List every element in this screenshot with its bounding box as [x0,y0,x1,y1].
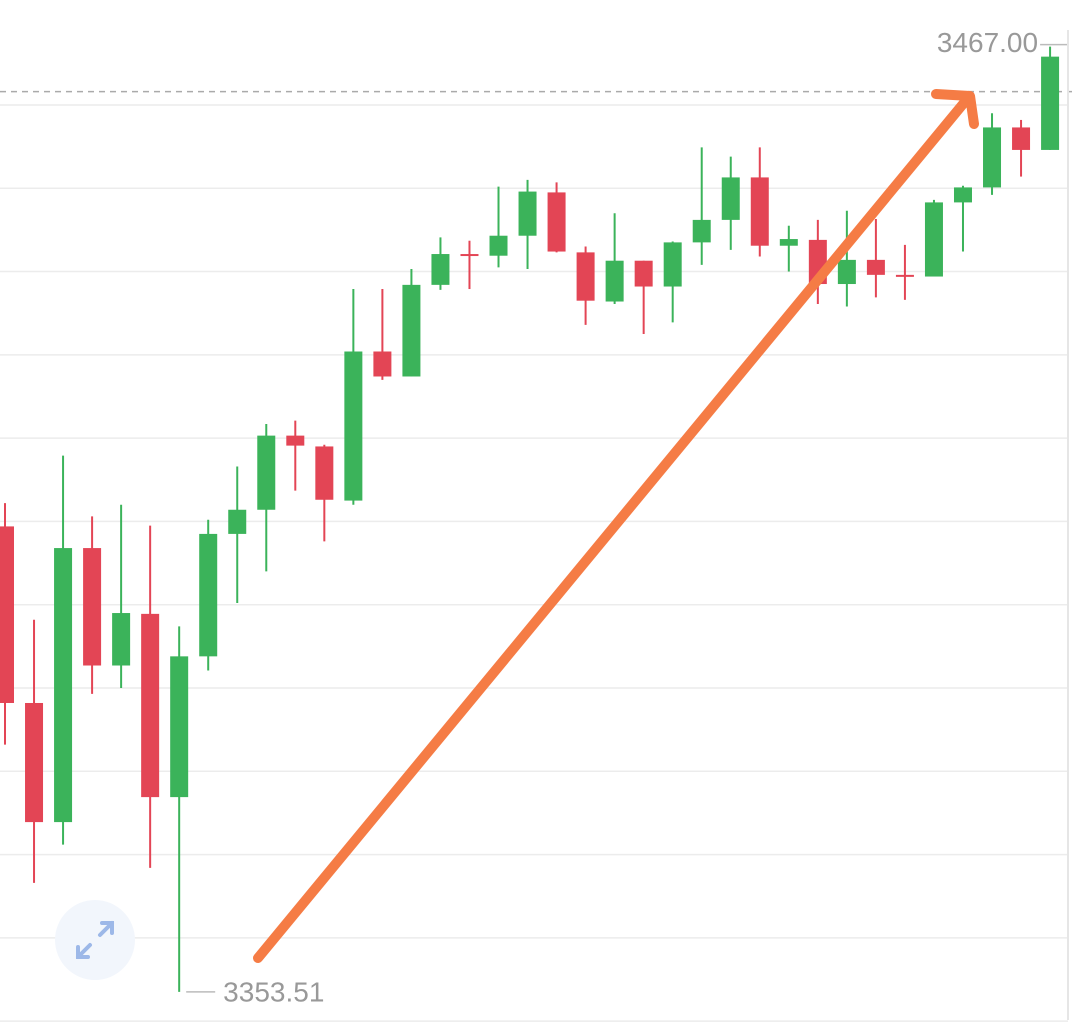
candle-body [663,242,682,287]
candle-body [576,252,595,301]
candle-body [54,548,73,823]
candle-body [953,187,972,203]
candle-body [750,177,769,246]
candle-body [112,613,131,666]
candle-body [83,548,102,666]
annotations: 3467.00 3353.51 [186,27,1069,1007]
candle-body [779,239,798,246]
arrow-shaft [253,93,973,963]
candle-body [141,613,160,798]
candle-body [315,446,334,500]
candle-body [373,351,392,377]
candle-body [924,202,943,277]
candle-body [1012,127,1031,150]
candle-body [895,274,914,277]
candle-body [402,284,421,377]
candle-body [692,219,711,243]
candles [0,46,1060,992]
candle-body [431,254,450,285]
candle-body [721,177,740,220]
candle-body [344,351,363,501]
candle-body [634,260,653,287]
candle-body [228,509,247,534]
expand-button[interactable] [55,900,135,980]
candle-body [460,254,479,257]
grid [0,90,1072,1022]
candle-body [199,533,218,657]
candle-body [25,702,44,823]
trend-arrow [253,89,979,963]
candle-body [0,526,14,703]
candle-body [489,235,508,256]
candle-body [518,191,537,236]
candle-body [170,656,189,798]
candle-body [605,260,624,302]
annotation-label: 3353.51 [223,976,324,1007]
expand-button-bg[interactable] [55,900,135,980]
candle-body [837,259,856,285]
candle-body [983,127,1002,188]
candle-body [286,435,305,446]
candle-body [547,192,566,252]
candle-body [257,435,276,510]
candle-body [1041,56,1060,150]
candle-body [866,259,885,275]
annotation-label: 3467.00 [937,27,1038,58]
expand-icon[interactable] [76,921,114,959]
arrow-head [931,89,979,129]
